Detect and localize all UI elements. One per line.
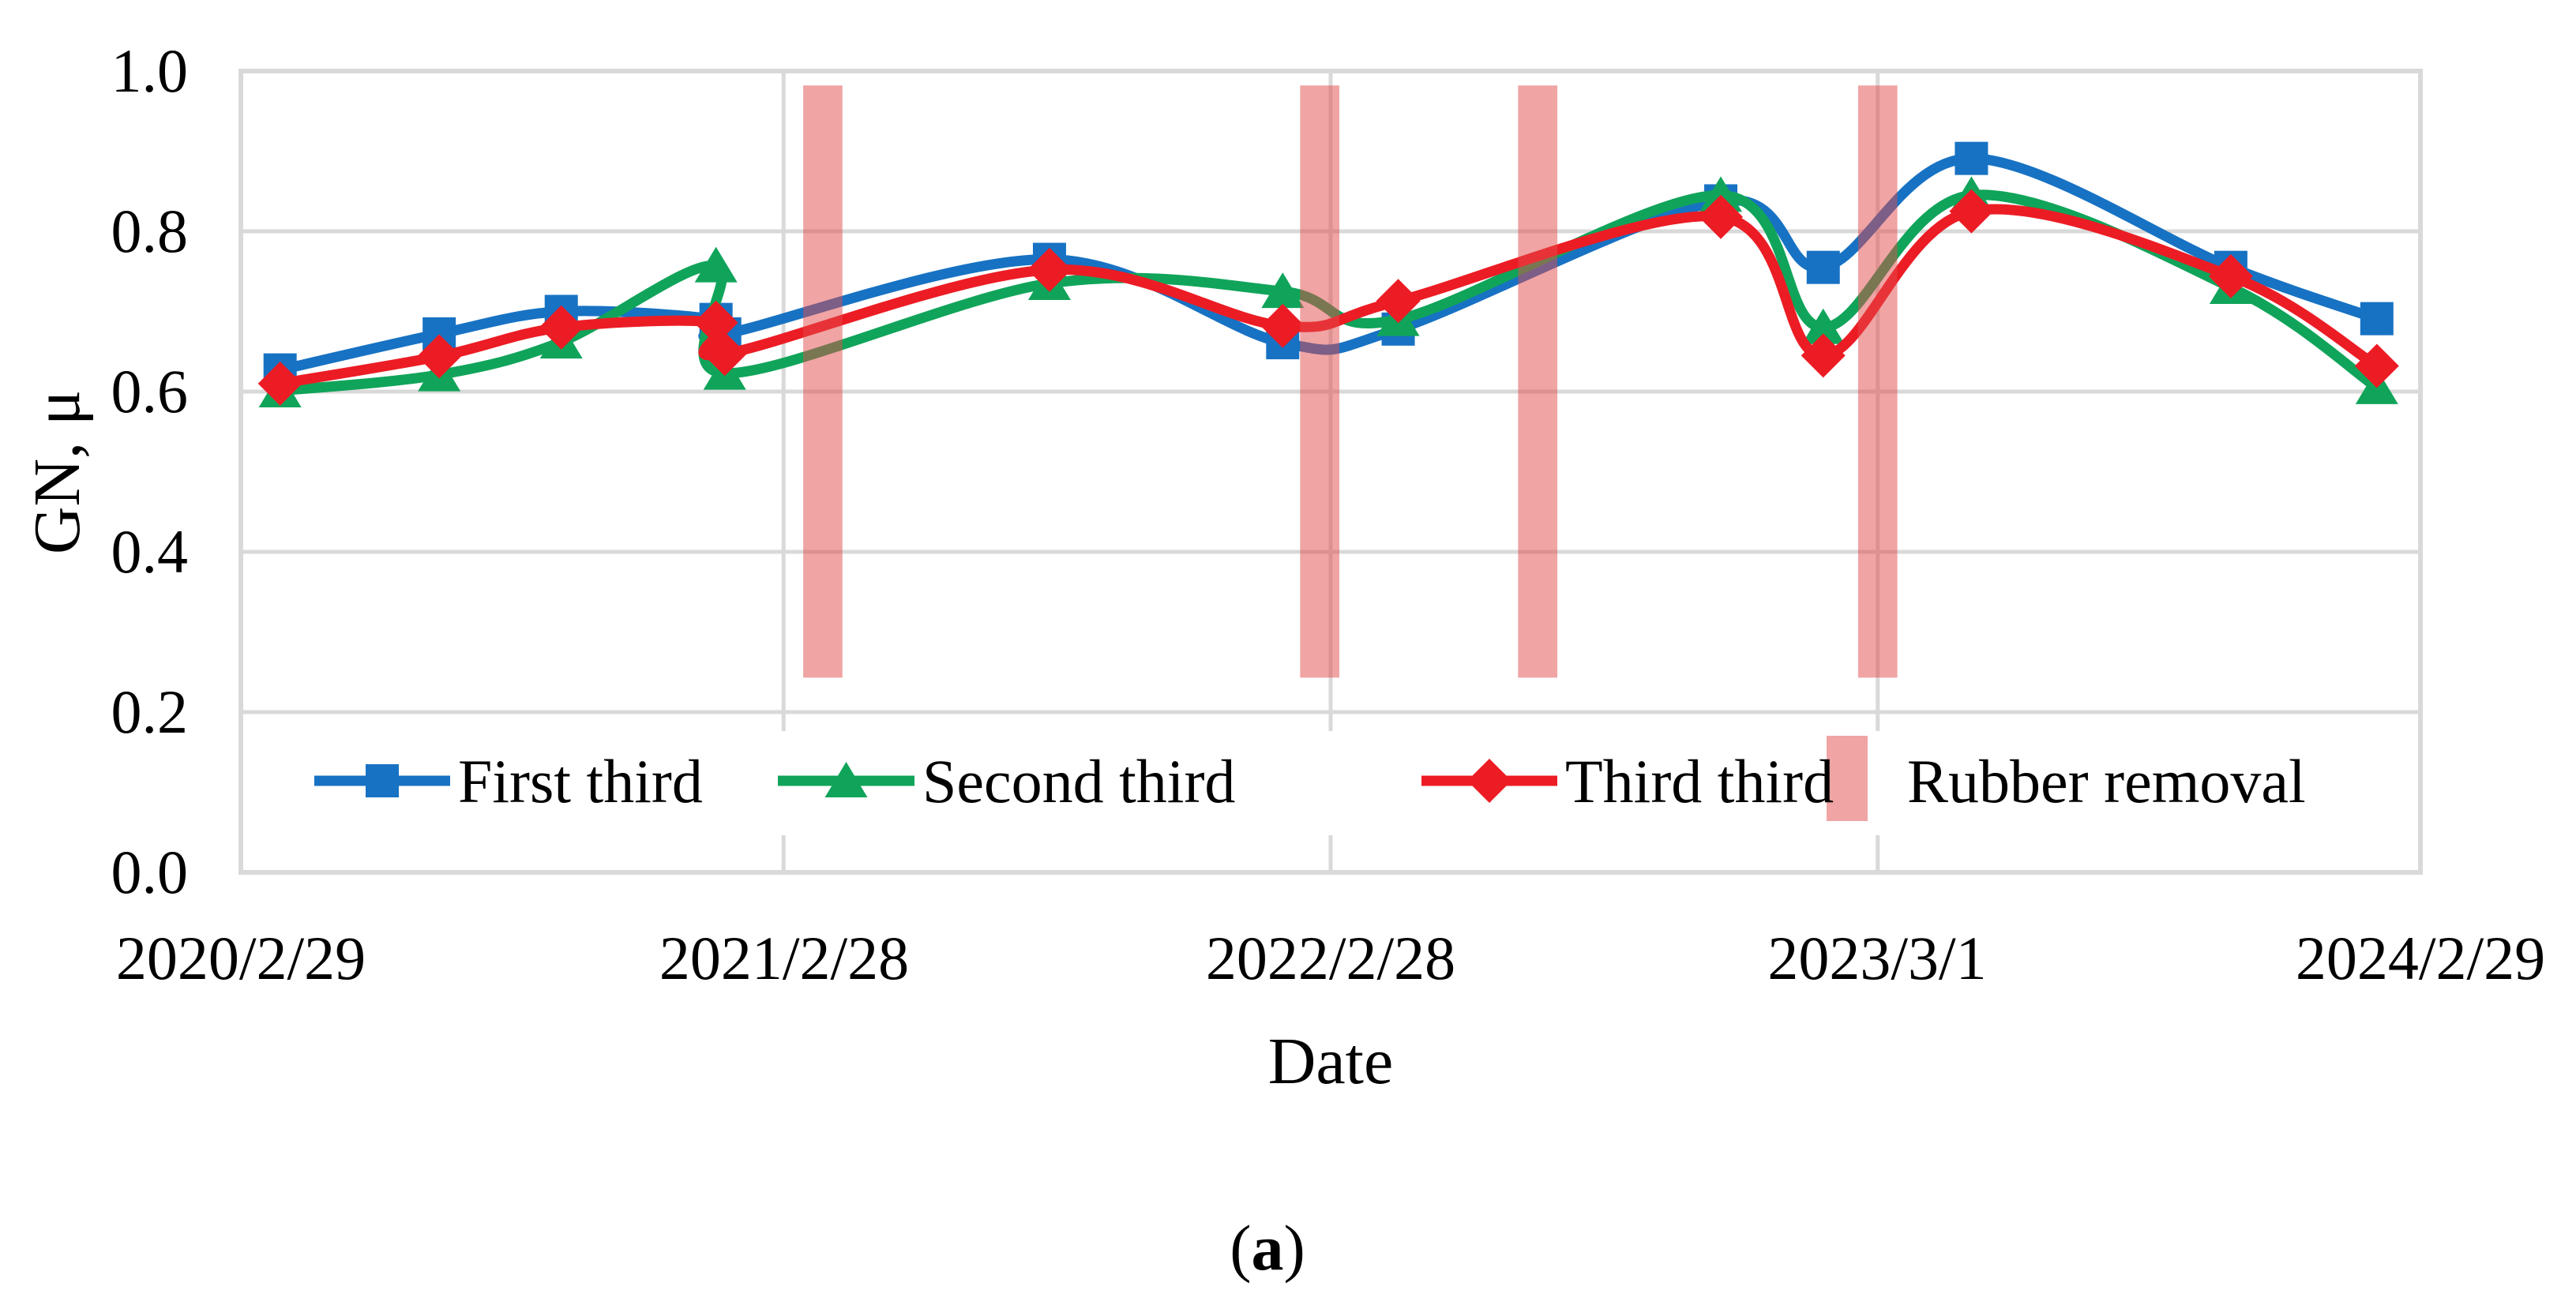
marker-square — [1806, 250, 1840, 284]
rubber-removal-bar — [1857, 85, 1898, 678]
marker-diamond — [417, 334, 462, 379]
marker-square — [2360, 302, 2394, 336]
marker-diamond — [257, 361, 302, 406]
rubber-removal-bar — [803, 85, 843, 678]
y-tick-0.0: 0.0 — [111, 838, 189, 906]
marker-square — [1955, 141, 1988, 175]
x-tick-2024: 2024/2/29 — [2296, 924, 2545, 992]
y-tick-0.6: 0.6 — [111, 357, 189, 426]
legend-rubber-swatch — [1827, 736, 1868, 821]
rubber-removal-bar — [1300, 85, 1340, 678]
marker-triangle — [1261, 272, 1305, 309]
x-tick-2022: 2022/2/28 — [1206, 924, 1455, 992]
marker-triangle — [824, 762, 868, 797]
legend-label-third-third: Third third — [1565, 747, 1834, 816]
x-tick-2020: 2020/2/29 — [116, 924, 366, 992]
marker-diamond — [1376, 279, 1421, 324]
marker-square — [366, 764, 399, 797]
rubber-removal-bars — [803, 85, 1898, 678]
marker-triangle — [694, 246, 738, 283]
marker-diamond — [2208, 253, 2253, 298]
legend-label-first-third: First third — [458, 747, 703, 816]
y-tick-1.0: 1.0 — [111, 36, 189, 105]
legend-label-rubber-removal: Rubber removal — [1907, 747, 2306, 816]
marker-triangle — [1801, 308, 1845, 344]
legend: First third Second third Third third Rub… — [291, 731, 2336, 835]
legend-swatches — [314, 736, 1868, 821]
y-tick-0.2: 0.2 — [111, 677, 189, 746]
x-axis-title: Date — [1268, 1025, 1394, 1098]
marker-diamond — [1260, 303, 1305, 348]
legend-label-second-third: Second third — [922, 747, 1235, 816]
rubber-removal-bar — [1518, 85, 1558, 678]
x-tick-2023: 2023/3/1 — [1767, 924, 1986, 992]
plot-border — [238, 69, 2423, 875]
y-tick-0.4: 0.4 — [111, 517, 189, 586]
marker-diamond — [693, 300, 738, 345]
legend-box — [291, 731, 2336, 835]
marker-diamond — [1027, 247, 1072, 292]
marker-diamond — [702, 332, 747, 377]
subfigure-caption: (a) — [1230, 1212, 1305, 1284]
marker-diamond — [1801, 333, 1846, 378]
y-tick-0.8: 0.8 — [111, 197, 189, 265]
marker-diamond — [1699, 194, 1744, 239]
marker-diamond — [2354, 343, 2399, 388]
marker-diamond — [539, 305, 584, 350]
marker-triangle — [1699, 176, 1743, 212]
marker-diamond — [1467, 759, 1511, 803]
marker-diamond — [1949, 189, 1994, 234]
x-tick-2021: 2021/2/28 — [659, 924, 909, 992]
y-axis-title: GN, μ — [21, 390, 94, 554]
